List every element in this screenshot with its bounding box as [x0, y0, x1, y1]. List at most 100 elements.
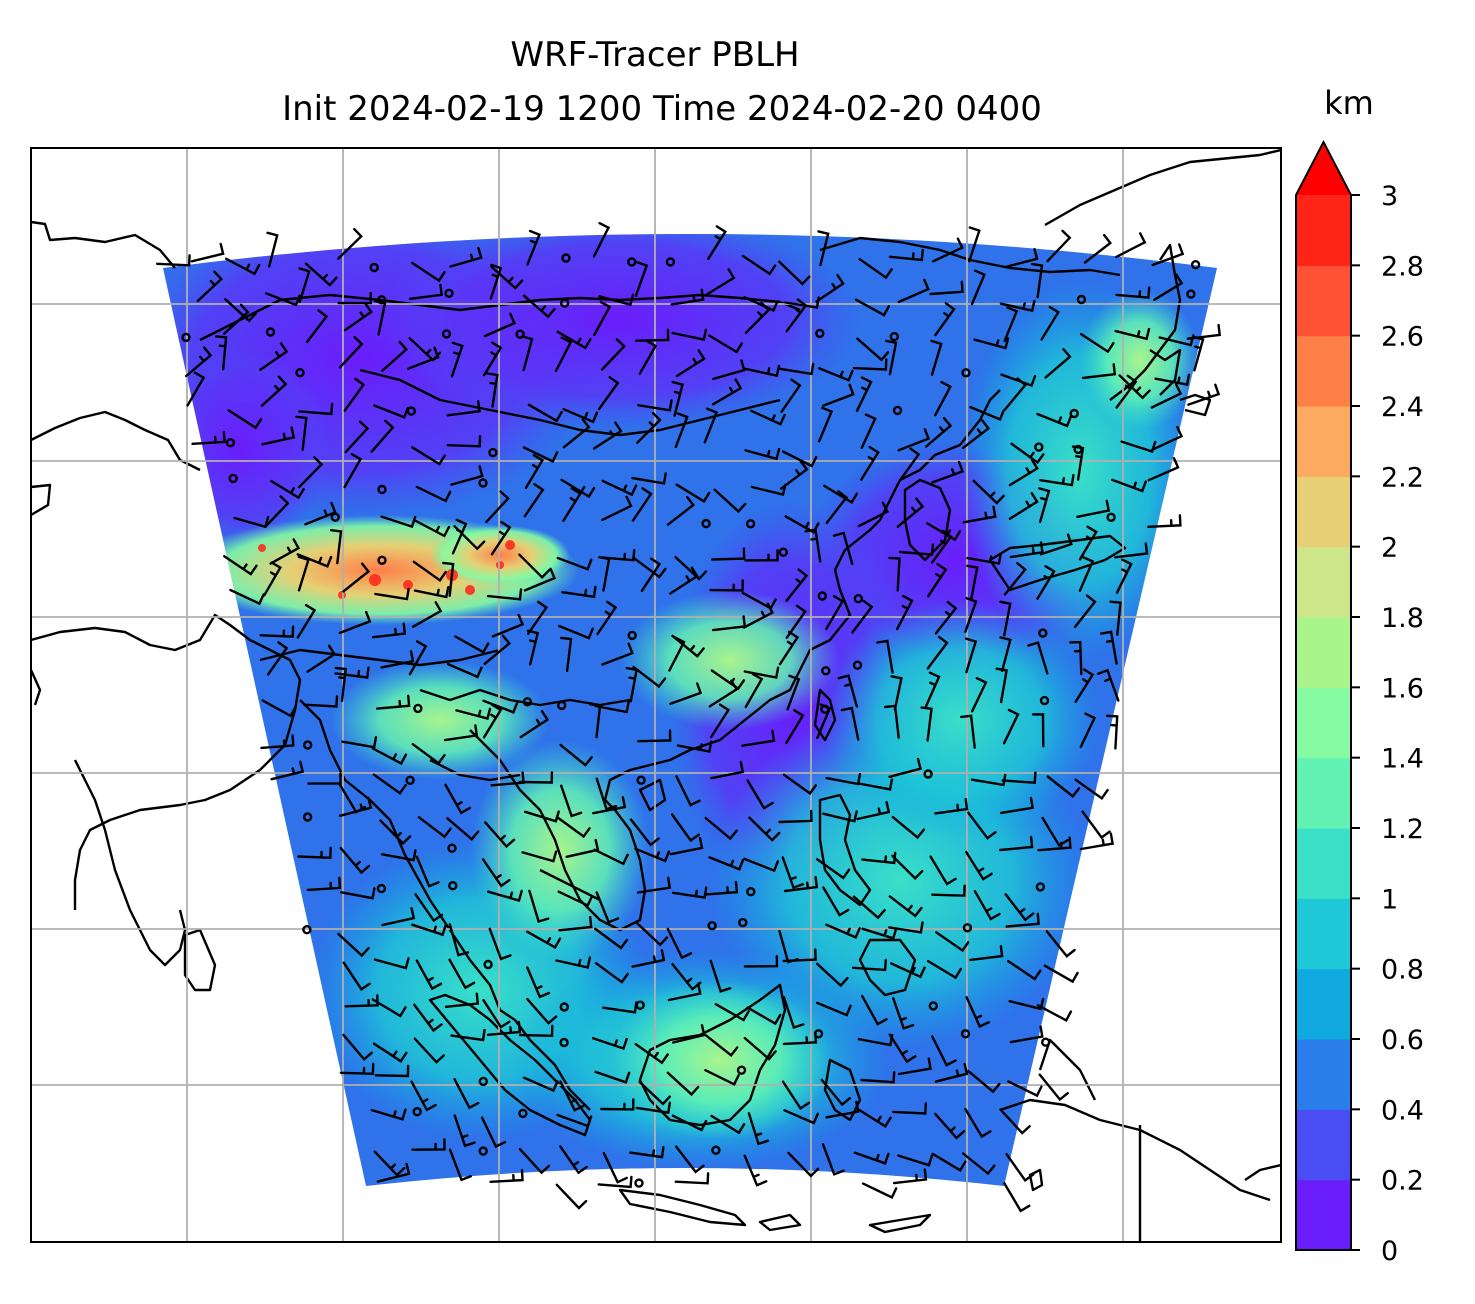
wind-barb [825, 1100, 860, 1119]
wind-barb [594, 927, 629, 950]
wind-barb [260, 375, 288, 407]
colorbar-tick-label: 2.4 [1381, 392, 1424, 423]
calm-wind-marker [853, 594, 863, 604]
wind-barb [337, 291, 372, 305]
wind-barb [524, 454, 545, 489]
wind-barb [343, 302, 373, 332]
wind-barb [528, 889, 550, 923]
wind-barb [778, 260, 811, 286]
wind-barb [853, 1151, 890, 1165]
wind-barb [999, 796, 1034, 815]
calm-wind-marker [960, 1029, 971, 1039]
wind-barb [410, 1080, 437, 1112]
wind-barb [934, 1062, 969, 1083]
wind-barb [342, 1033, 373, 1061]
wind-barb [526, 998, 558, 1025]
calm-wind-marker [303, 740, 313, 750]
wind-barb [450, 341, 464, 378]
wind-barb [816, 703, 832, 739]
wind-barb [1069, 640, 1083, 676]
colorbar-segment [1296, 687, 1351, 759]
wind-barb [1009, 1025, 1044, 1044]
wind-barb [380, 650, 415, 669]
wind-barb [815, 962, 849, 988]
wind-barb [1120, 440, 1157, 454]
wind-barb [744, 364, 781, 378]
wind-barb [1036, 1004, 1073, 1023]
wind-barb [929, 855, 957, 886]
wind-barb [1046, 775, 1081, 798]
wind-barb [822, 383, 855, 407]
wind-barb [888, 248, 924, 262]
wind-barb [594, 1070, 631, 1084]
wind-barb [634, 1043, 669, 1065]
wind-barb [518, 771, 554, 784]
wind-barb [562, 418, 591, 449]
wind-barb [411, 601, 443, 628]
wind-barb [931, 884, 966, 897]
colorbar-segment [1296, 898, 1351, 970]
wind-barb [856, 801, 891, 821]
wind-barb [1115, 374, 1138, 409]
wind-barb [1109, 600, 1122, 636]
wind-barb [594, 701, 630, 714]
wind-barb [895, 594, 914, 631]
wind-barb [343, 453, 363, 489]
calm-wind-marker [377, 555, 387, 565]
wind-barb [671, 328, 708, 342]
wind-barb [1038, 487, 1051, 524]
calm-wind-marker [635, 1000, 645, 1010]
calm-wind-marker [738, 917, 748, 928]
calm-wind-marker [483, 959, 493, 970]
wind-barb [453, 1114, 476, 1148]
wind-barb [1002, 708, 1020, 745]
wind-barb [490, 520, 512, 556]
wind-barb [1079, 712, 1097, 749]
wind-barb [632, 556, 667, 579]
wind-barb [892, 1168, 928, 1185]
wind-barb [897, 1057, 932, 1076]
wind-barb [380, 849, 417, 862]
wind-barb [1045, 930, 1076, 958]
wind-barb [822, 810, 858, 823]
wind-barb [1003, 562, 1027, 596]
wind-barb [454, 635, 490, 654]
wind-barb [597, 376, 620, 411]
wind-barb [379, 819, 412, 846]
wind-barb [1007, 959, 1042, 981]
wind-barb [703, 407, 719, 444]
wind-barb [629, 1146, 665, 1159]
calm-wind-marker [707, 921, 717, 931]
wind-barb [1071, 445, 1085, 481]
calm-wind-marker [228, 473, 238, 484]
wind-barb [785, 709, 805, 744]
calm-wind-marker [701, 518, 711, 529]
wind-barb [1083, 233, 1112, 264]
wind-barb [417, 816, 452, 839]
wind-barb [710, 760, 745, 780]
wind-barb [743, 857, 780, 873]
wind-barb [852, 358, 888, 371]
wind-barb [526, 966, 551, 999]
wind-barb [782, 948, 817, 963]
calm-wind-marker [813, 1029, 824, 1039]
wind-barb [973, 337, 1010, 350]
wind-barb [888, 921, 924, 934]
wind-barb [778, 809, 813, 824]
wind-barb [876, 639, 894, 674]
wind-barb [598, 556, 611, 592]
wind-barb [413, 586, 450, 599]
wind-barb [670, 288, 705, 306]
wind-barb [964, 1107, 992, 1139]
wind-barb [1005, 1153, 1035, 1182]
wind-barb [999, 299, 1036, 313]
wind-barb [560, 478, 596, 499]
calm-wind-marker [557, 700, 567, 711]
wind-barb [1187, 383, 1221, 406]
calm-wind-marker [962, 923, 973, 933]
wind-barb [972, 479, 1005, 505]
wind-barb [522, 294, 556, 319]
wind-barb [892, 996, 915, 1030]
calm-wind-marker [627, 630, 637, 641]
wind-barb [709, 579, 744, 592]
